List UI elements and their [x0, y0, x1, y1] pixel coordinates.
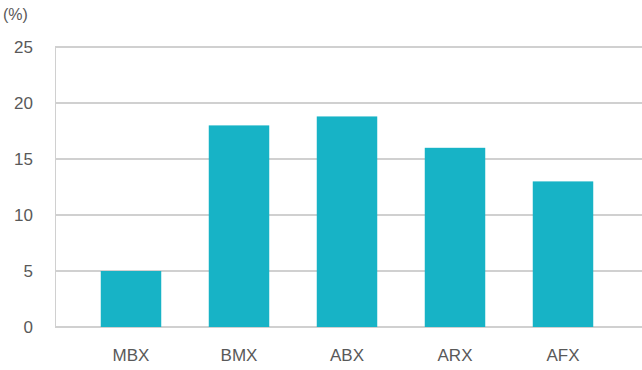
x-tick: MBX [113, 327, 150, 365]
bar [101, 271, 161, 327]
y-tick-label: 0 [24, 318, 33, 337]
grid-line [55, 46, 642, 47]
y-axis: 0 5 10 15 20 25 [14, 38, 55, 337]
x-tick-label: BMX [221, 346, 258, 365]
x-tick: BMX [221, 327, 258, 365]
y-tick: 10 [14, 206, 55, 225]
y-tick-label: 25 [14, 38, 33, 57]
y-tick-label: 5 [24, 262, 33, 281]
grid-line [55, 102, 642, 103]
x-tick: ARX [438, 327, 473, 365]
y-tick: 0 [24, 318, 55, 337]
chart: 0 5 10 15 20 25 MBX BMX ABX ARX AFX (%) [0, 0, 642, 370]
y-tick-label: 20 [14, 94, 33, 113]
y-tick: 25 [14, 38, 55, 57]
y-tick: 5 [24, 262, 55, 281]
bars [101, 116, 593, 327]
bar [209, 125, 269, 327]
y-tick-label: 10 [14, 206, 33, 225]
y-axis-title: (%) [3, 6, 28, 23]
x-tick: ABX [330, 327, 364, 365]
x-axis: MBX BMX ABX ARX AFX [78, 327, 618, 365]
x-tick-label: AFX [546, 346, 579, 365]
x-tick-label: ABX [330, 346, 364, 365]
y-axis-line [55, 48, 56, 328]
x-axis-line [78, 327, 618, 328]
grid [55, 47, 642, 327]
y-tick: 15 [14, 150, 55, 169]
bar [317, 116, 377, 327]
bar [533, 181, 593, 327]
y-tick-label: 15 [14, 150, 33, 169]
x-tick-label: ARX [438, 346, 473, 365]
y-tick: 20 [14, 94, 55, 113]
x-tick-label: MBX [113, 346, 150, 365]
x-tick: AFX [546, 327, 579, 365]
bar [425, 148, 485, 327]
